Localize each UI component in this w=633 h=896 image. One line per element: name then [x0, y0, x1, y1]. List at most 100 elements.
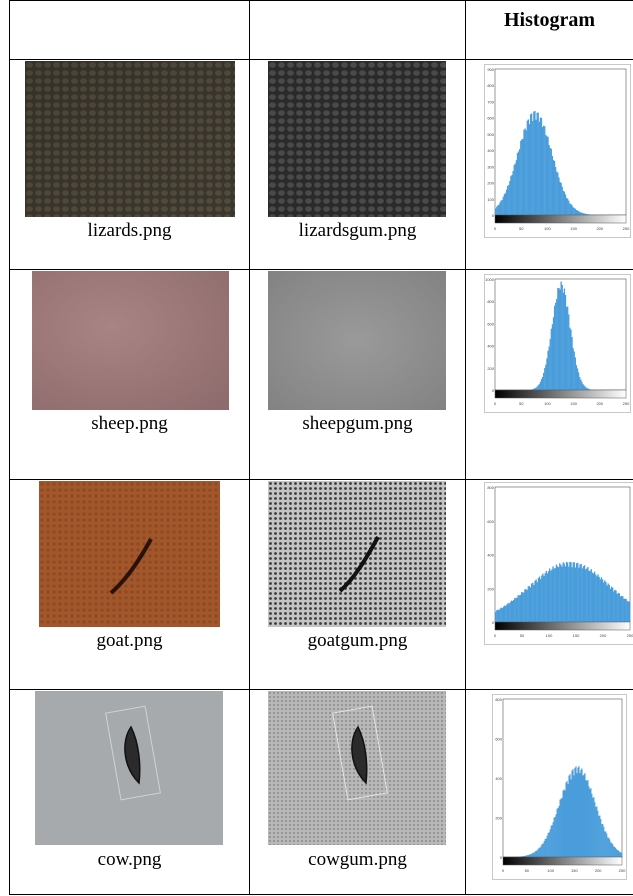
histogram-bar: [553, 817, 555, 857]
histogram-bar: [560, 281, 562, 390]
y-tick-label: 500: [487, 132, 494, 137]
caption-gum: goatgum.png: [307, 630, 408, 651]
histogram-bar: [614, 589, 616, 622]
histogram-bar: [547, 832, 549, 857]
histogram-bar: [581, 381, 583, 390]
histogram-bar: [585, 387, 587, 390]
histogram-bar: [536, 850, 538, 857]
header-label-histogram: Histogram: [503, 9, 596, 31]
histogram-bar: [607, 837, 609, 857]
histogram-bar: [608, 584, 610, 622]
histogram-bar: [529, 854, 531, 857]
histogram-bar: [544, 838, 546, 857]
histogram-bar: [546, 358, 548, 390]
histogram-bar: [507, 185, 509, 215]
histogram-bar: [534, 388, 536, 390]
histogram-bar: [571, 567, 573, 622]
histogram-bar: [574, 208, 576, 215]
x-tick-label: 0: [494, 226, 497, 231]
histogram-bar: [575, 766, 577, 857]
histogram-bar: [609, 839, 611, 857]
histogram-bar: [548, 144, 550, 215]
histogram-bar: [610, 586, 613, 622]
histogram-bar: [538, 121, 540, 215]
cowgum-image: [268, 691, 446, 845]
histogram-bar: [541, 843, 543, 857]
histogram-bar: [539, 847, 541, 857]
histogram-bar: [582, 213, 584, 215]
histogram-bar: [577, 211, 580, 215]
histogram-bar: [580, 769, 582, 857]
histogram-bar: [500, 607, 502, 622]
histogram-bar: [590, 569, 592, 622]
histogram-bar: [513, 164, 515, 215]
header-cell-original: [9, 0, 250, 60]
histogram-bar: [622, 596, 624, 622]
histogram-bar: [511, 174, 513, 215]
histogram-bar: [550, 148, 552, 215]
histogram-bar: [545, 570, 547, 622]
y-tick-label: 200: [487, 586, 494, 591]
histogram-bar: [535, 387, 537, 390]
histogram-bar: [536, 112, 538, 215]
histogram-bar: [578, 766, 580, 857]
header-cell-gum: [249, 0, 466, 60]
cell-original: lizards.png: [9, 59, 250, 270]
histogram-bar: [627, 601, 630, 622]
histogram-bar: [523, 855, 526, 857]
histogram-bar: [502, 606, 505, 622]
x-tick-label: 150: [571, 868, 578, 873]
histogram-bar: [578, 567, 580, 622]
histogram-bar: [534, 851, 536, 857]
histogram-bar: [567, 306, 569, 390]
y-tick-label: 0: [500, 855, 503, 860]
histogram-bar: [577, 372, 580, 390]
histogram-bar: [523, 129, 525, 215]
histogram-bar: [571, 337, 573, 390]
histogram-bar: [499, 202, 501, 215]
histogram-bar: [593, 797, 595, 857]
histogram-bar: [527, 855, 529, 857]
histogram-bar: [533, 388, 535, 390]
histogram-bar: [589, 789, 591, 857]
cell-original: sheep.png: [9, 269, 250, 480]
histogram-bar: [573, 562, 576, 622]
histogram-bar: [498, 204, 500, 215]
table-row: cow.png cowgum.png: [9, 689, 633, 895]
histogram-bar: [535, 579, 537, 622]
histogram-bar: [549, 147, 551, 215]
goatgum-image: [268, 481, 446, 627]
histogram-bar: [532, 852, 534, 857]
header-cell-histogram: Histogram: [465, 0, 633, 60]
histogram-bar: [529, 587, 532, 622]
histogram-bar: [574, 767, 576, 857]
histogram-bar: [515, 598, 517, 622]
histogram-bar: [544, 126, 546, 215]
y-tick-label: 200: [495, 816, 502, 821]
histogram-bar: [559, 563, 561, 622]
histogram-bar: [525, 130, 527, 215]
histogram-bar: [584, 386, 586, 390]
histogram-bar: [558, 287, 560, 390]
histogram-bar: [553, 305, 556, 390]
histogram-bar: [535, 850, 537, 857]
x-tick-label: 100: [547, 868, 554, 873]
histogram-bar: [572, 769, 574, 857]
histogram-bar: [519, 595, 522, 622]
histogram-bar: [612, 587, 614, 622]
histogram-bar: [560, 798, 562, 857]
histogram-bar: [575, 365, 578, 390]
histogram-bar: [498, 610, 500, 622]
histogram-bar: [562, 292, 564, 390]
histogram-bar: [561, 566, 563, 622]
histogram-bar: [541, 127, 544, 215]
histogram-bar: [586, 568, 588, 622]
histogram-bar: [569, 561, 571, 622]
histogram-bar: [545, 135, 547, 215]
histogram-bar: [558, 567, 560, 622]
table-header-row: Histogram: [9, 0, 633, 60]
histogram-bar: [601, 824, 603, 857]
y-tick-label: 800: [487, 485, 494, 490]
histogram-bar: [616, 593, 618, 622]
histogram-bar: [541, 575, 543, 622]
